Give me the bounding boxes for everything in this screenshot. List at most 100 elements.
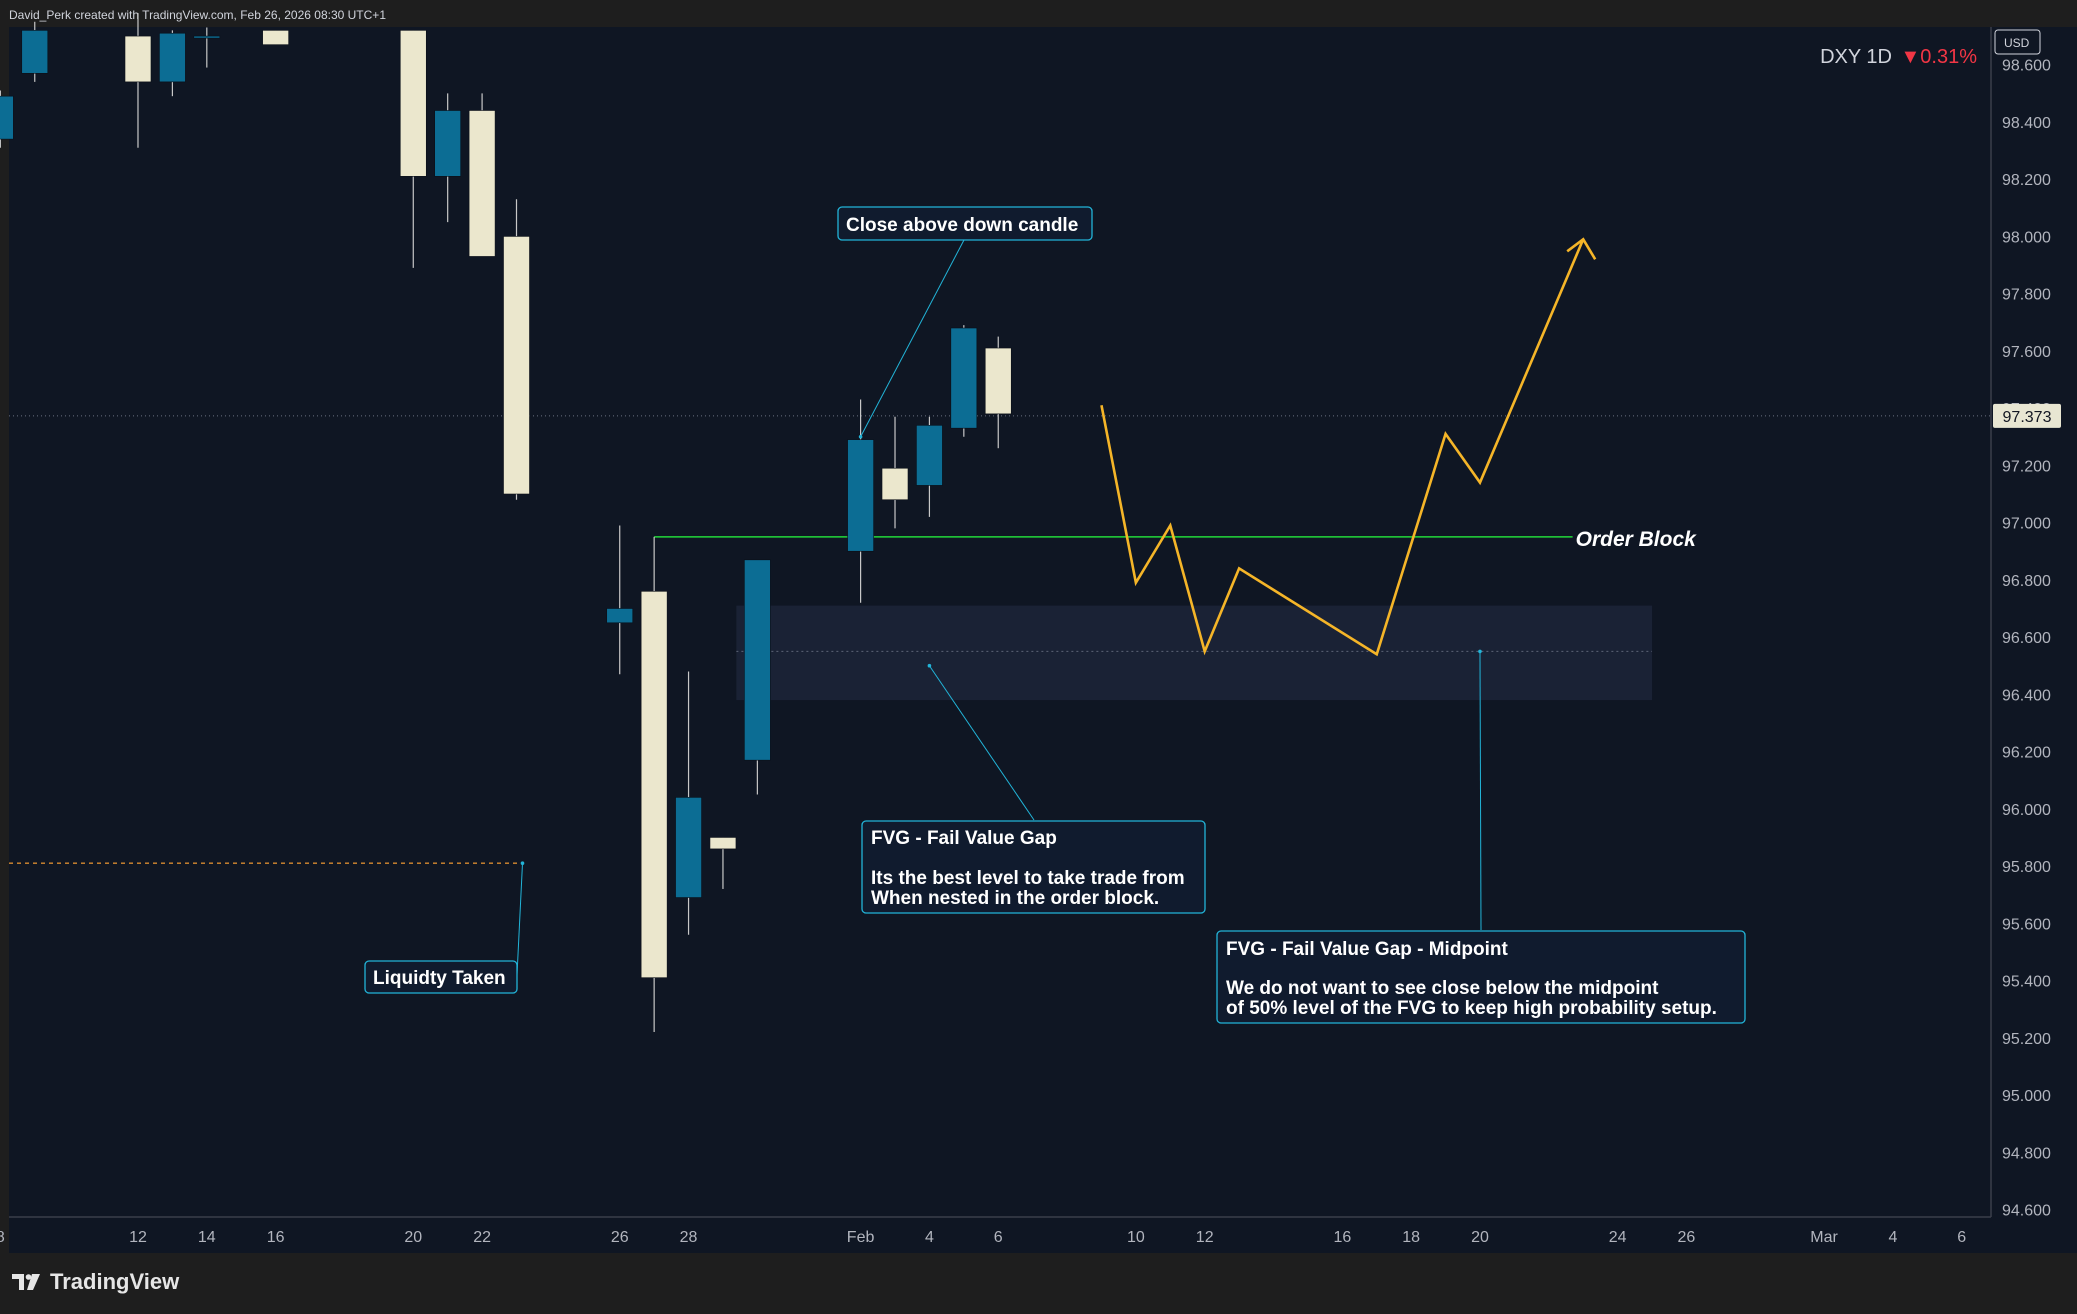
candles-layer — [0, 13, 1012, 1033]
time-tick-label: 20 — [1471, 1229, 1489, 1246]
order-block-label: Order Block — [1576, 528, 1698, 551]
bear-candle-body — [399, 30, 427, 177]
candle — [950, 325, 978, 437]
currency-badge — [1994, 29, 2041, 55]
time-tick-label: Mar — [1810, 1229, 1838, 1246]
bull-candle-body — [950, 327, 978, 429]
time-tick-label: 12 — [129, 1229, 147, 1246]
candle — [468, 93, 496, 257]
price-tick-label: 95.800 — [2002, 859, 2051, 876]
last-price-badge — [1993, 403, 2061, 428]
candle — [916, 416, 943, 517]
price-tick-label: 95.200 — [2002, 1031, 2051, 1048]
chart-credit: David_Perk created with TradingView.com,… — [9, 8, 386, 22]
bull-candle-body — [916, 425, 943, 486]
bull-candle-body — [193, 35, 221, 39]
bear-candle-body — [262, 30, 289, 45]
callout-fvg-title: FVG - Fail Value Gap — [871, 828, 1057, 849]
bear-candle-body — [640, 591, 668, 978]
price-tick-label: 97.600 — [2002, 344, 2051, 361]
fvg-zone-layer — [736, 605, 1653, 701]
candle — [744, 559, 771, 795]
price-tick-label: 95.000 — [2002, 1088, 2051, 1105]
time-tick-label: 4 — [925, 1229, 934, 1246]
callout-anchor-dot — [520, 861, 525, 865]
level-lines-layer: Order Block — [9, 415, 1991, 864]
time-tick-label: 4 — [1888, 1229, 1897, 1246]
change-label: ▼0.31% — [1900, 46, 1977, 68]
bull-candle-body — [0, 95, 14, 140]
time-tick-label: Feb — [847, 1229, 875, 1246]
callout-liquidity — [364, 960, 518, 994]
fvg-zone — [736, 605, 1653, 701]
price-tick-label: 94.600 — [2002, 1203, 2051, 1220]
bull-candle-body — [606, 608, 634, 624]
time-tick-label: 20 — [404, 1229, 422, 1246]
price-tick-label: 96.600 — [2002, 630, 2051, 647]
time-tick-label: 18 — [1402, 1229, 1420, 1246]
time-tick-label: 10 — [1127, 1229, 1145, 1246]
callout-anchor-dot — [927, 663, 932, 668]
candle — [709, 837, 737, 889]
callout-fvg-midpoint-body-line: of 50% level of the FVG to keep high pro… — [1226, 998, 1717, 1019]
candle — [262, 30, 289, 45]
brand-name: TradingView — [50, 1269, 180, 1294]
time-tick-label: 26 — [1678, 1229, 1696, 1246]
price-tick-label: 96.800 — [2002, 573, 2051, 590]
price-tick-label: 98.600 — [2002, 58, 2051, 75]
time-axis-ticks: 3020266812141620222628Feb461012161820242… — [0, 1229, 1966, 1246]
price-tick-label: 96.200 — [2002, 745, 2051, 762]
price-axis[interactable] — [1991, 27, 2077, 1253]
price-tick-label: 96.000 — [2002, 802, 2051, 819]
symbol-legend[interactable]: DXY 1D ▼0.31% — [1820, 46, 1977, 68]
callout-leader-line — [860, 239, 965, 437]
time-axis[interactable] — [9, 1217, 1991, 1253]
projection-arrow-head — [1566, 237, 1597, 260]
currency-label: USD — [2004, 36, 2030, 50]
time-tick-label: 22 — [473, 1229, 491, 1246]
callout-fvg-body-line: Its the best level to take trade from — [871, 868, 1185, 889]
price-axis-ticks: 98.60098.40098.20098.00097.80097.60097.4… — [2002, 58, 2051, 1220]
bear-candle-body — [468, 110, 496, 257]
callout-fvg-body-line: When nested in the order block. — [871, 888, 1159, 909]
last-price-marker: 97.373 — [1993, 403, 2061, 428]
bull-candle-body — [744, 559, 771, 761]
bear-candle-body — [124, 35, 152, 83]
callout-anchor-dot — [1478, 649, 1482, 654]
bull-candle-body — [21, 30, 49, 74]
bear-candle-body — [984, 347, 1012, 415]
callout-close-above-text: Close above down candle — [846, 215, 1078, 236]
bear-candle-body — [881, 467, 909, 501]
candle — [399, 30, 427, 268]
callout-leader-line — [516, 863, 523, 976]
price-tick-label: 98.200 — [2002, 172, 2051, 189]
time-tick-label: 26 — [611, 1229, 629, 1246]
callout-close-above — [837, 206, 1093, 241]
candle — [21, 21, 49, 82]
callout-fvg — [861, 820, 1206, 914]
last-price-label: 97.373 — [2003, 409, 2052, 426]
candle — [847, 399, 874, 603]
projection-layer — [1100, 237, 1597, 657]
bear-candle-body — [503, 236, 530, 495]
time-tick-label: 6 — [994, 1229, 1003, 1246]
callout-leader-line — [1479, 651, 1482, 931]
candle — [159, 30, 186, 97]
time-tick-label: 16 — [1333, 1229, 1351, 1246]
price-tick-label: 98.400 — [2002, 115, 2051, 132]
time-tick-label: 28 — [680, 1229, 698, 1246]
time-tick-label: 12 — [1196, 1229, 1214, 1246]
tradingview-brand[interactable]: TradingView — [12, 1269, 179, 1295]
time-tick-label: 6 — [1957, 1229, 1966, 1246]
callout-fvg-midpoint-title: FVG - Fail Value Gap - Midpoint — [1226, 939, 1509, 960]
candle — [606, 525, 634, 675]
bull-candle-body — [847, 439, 874, 552]
time-tick-label: 16 — [267, 1229, 285, 1246]
price-tick-label: 94.800 — [2002, 1145, 2051, 1162]
callout-liquidity-text: Liquidty Taken — [373, 968, 506, 989]
callouts-layer: Close above down candle FVG - Fail Value … — [364, 206, 1746, 1024]
candle — [640, 536, 668, 1033]
price-tick-label: 98.000 — [2002, 229, 2051, 246]
time-tick-label: 14 — [198, 1229, 216, 1246]
